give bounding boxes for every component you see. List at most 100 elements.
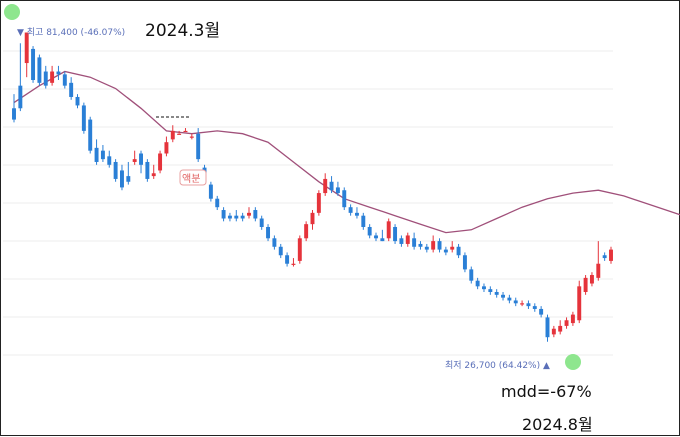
candle	[374, 232, 378, 242]
candle	[367, 224, 372, 239]
candle-body	[272, 238, 277, 247]
candle	[37, 54, 42, 86]
candle-body	[482, 286, 486, 290]
candle	[113, 159, 118, 182]
candles	[12, 32, 613, 342]
candle-body	[94, 147, 99, 162]
candle-body	[297, 238, 302, 261]
candle	[424, 243, 429, 253]
candle-body	[12, 108, 16, 120]
candle-body	[278, 246, 283, 256]
candle	[589, 272, 594, 287]
candle-body	[558, 325, 563, 332]
moving-average-line	[13, 70, 680, 234]
candle-body	[367, 226, 372, 236]
candle-body	[183, 130, 188, 133]
candle	[132, 150, 137, 165]
candle	[259, 215, 264, 230]
candle-body	[329, 181, 334, 191]
candle-body	[450, 246, 455, 250]
low-label: 최저 26,700 (64.42%) ▲	[445, 360, 550, 371]
candle	[475, 277, 480, 290]
candle	[81, 102, 86, 134]
candle-body	[418, 243, 423, 247]
candle	[329, 176, 334, 194]
high-point-marker	[4, 4, 20, 20]
candle	[43, 65, 48, 89]
candle-body	[488, 289, 493, 292]
candle	[31, 46, 36, 83]
candle-body	[494, 291, 499, 295]
candle-body	[31, 48, 36, 81]
candle-body	[462, 255, 467, 270]
event-tag: 액분	[182, 173, 200, 185]
candle	[431, 235, 436, 253]
candle	[145, 159, 150, 182]
candle-body	[56, 71, 61, 75]
candle	[609, 246, 613, 264]
candle	[227, 212, 232, 222]
candle-body	[374, 235, 378, 239]
candle-body	[113, 161, 118, 179]
candle-body	[520, 303, 525, 305]
candle-body	[221, 210, 226, 219]
candle-body	[354, 212, 359, 216]
candle	[348, 204, 353, 216]
candle	[100, 145, 105, 162]
candle	[596, 241, 601, 281]
candle	[253, 207, 258, 222]
candle-body	[443, 249, 448, 253]
candle-body	[164, 142, 169, 154]
candle-body	[316, 193, 321, 213]
candle-body	[177, 133, 182, 135]
candle-body	[431, 241, 436, 250]
candle-body	[196, 133, 201, 160]
candle-body	[247, 212, 251, 216]
candle-body	[208, 184, 213, 199]
candle	[526, 300, 531, 309]
candle-body	[570, 314, 575, 324]
candle-body	[513, 300, 518, 304]
candle	[304, 221, 309, 242]
candle	[12, 94, 16, 123]
candle-body	[240, 215, 245, 219]
candle-body	[399, 238, 404, 244]
candle	[247, 207, 251, 219]
candle-body	[50, 71, 55, 83]
candle-body	[475, 280, 480, 287]
candle	[494, 289, 499, 298]
candle-body	[456, 246, 461, 256]
candle	[335, 181, 340, 196]
candle-body	[545, 317, 550, 338]
candle	[551, 325, 556, 338]
candle-body	[132, 159, 137, 162]
candle	[291, 258, 296, 267]
candle	[399, 235, 404, 247]
candle	[443, 246, 448, 256]
candle-body	[81, 105, 86, 131]
candle	[539, 306, 544, 318]
candle-body	[342, 190, 347, 208]
candle	[215, 195, 220, 211]
gridlines	[3, 50, 613, 356]
candle-body	[437, 241, 442, 250]
candle-body	[119, 170, 124, 188]
candle-body	[253, 210, 258, 219]
candle-body	[361, 215, 366, 227]
candle	[456, 243, 461, 259]
candle	[158, 150, 163, 174]
candle	[126, 161, 131, 185]
candle	[342, 187, 347, 211]
candle-body	[75, 96, 80, 106]
low-point-marker	[565, 354, 581, 370]
candle-body	[551, 328, 556, 335]
candle-body	[501, 294, 506, 298]
candle	[316, 190, 321, 216]
event-tag-box	[179, 169, 207, 186]
candle	[189, 133, 194, 140]
candle-body	[424, 246, 429, 250]
candle-body	[126, 176, 131, 182]
candle	[278, 243, 283, 259]
